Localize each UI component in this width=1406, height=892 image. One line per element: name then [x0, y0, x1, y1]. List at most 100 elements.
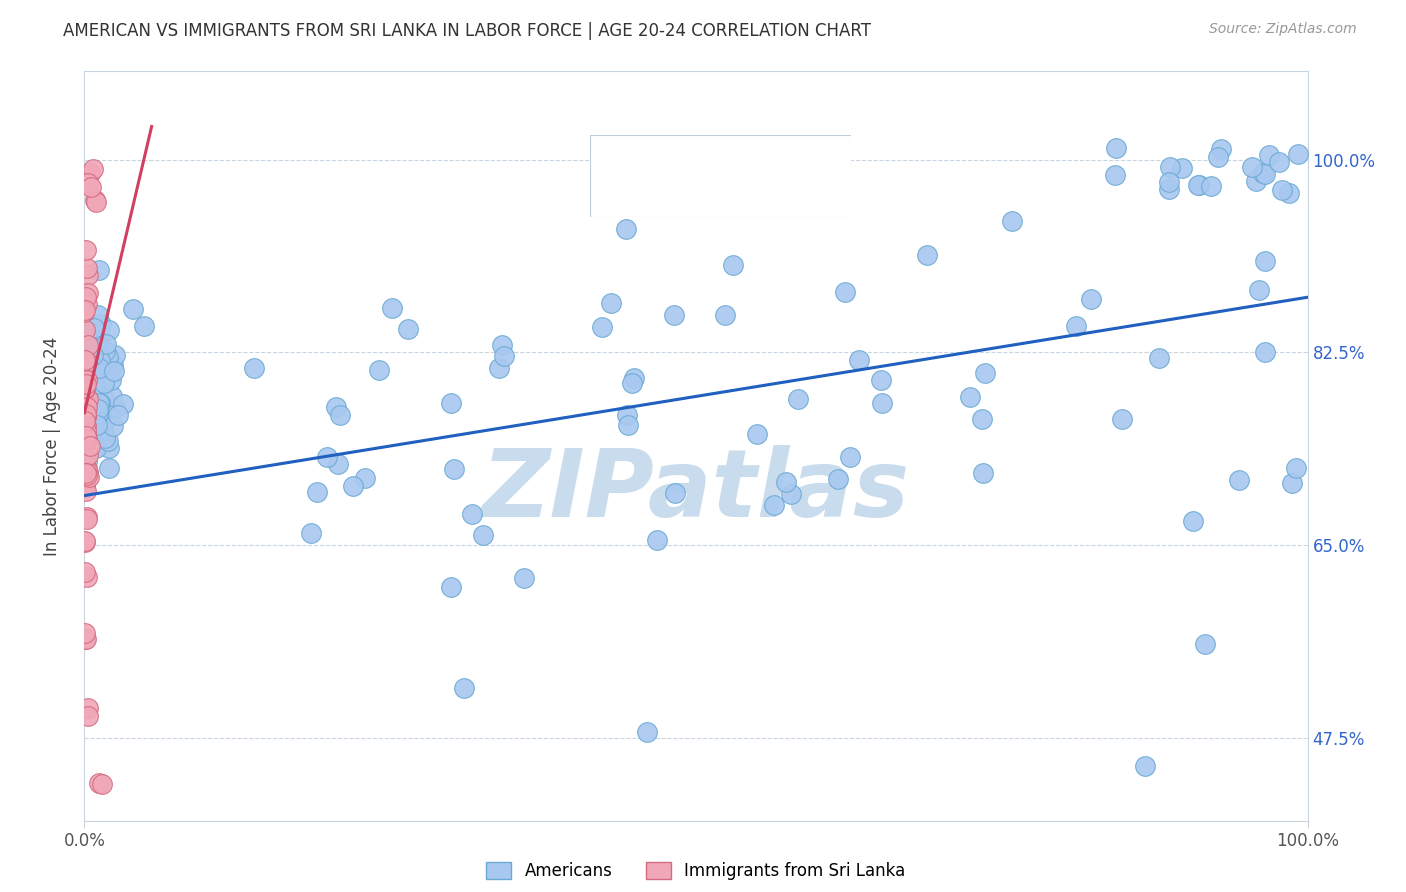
Point — [77, 353, 100, 368]
Point — [779, 487, 801, 501]
Point — [440, 581, 463, 595]
Point — [75, 396, 97, 410]
Point — [75, 334, 97, 348]
Point — [89, 354, 111, 368]
Bar — [600, 181, 637, 209]
Point — [1249, 283, 1271, 297]
Point — [1064, 318, 1087, 333]
Point — [82, 382, 104, 396]
Point — [915, 248, 938, 262]
Point — [75, 243, 97, 257]
Text: N =: N = — [758, 186, 794, 203]
Point — [77, 701, 100, 715]
Point — [974, 366, 997, 380]
Point — [827, 472, 849, 486]
Point — [305, 484, 328, 499]
Point — [73, 566, 96, 580]
Point — [90, 777, 112, 791]
Point — [75, 407, 97, 421]
Point — [83, 360, 105, 375]
Point — [326, 457, 349, 471]
Point — [98, 461, 121, 475]
Text: R =: R = — [647, 186, 683, 203]
Point — [73, 382, 96, 396]
Point — [73, 372, 96, 386]
Point — [75, 376, 97, 391]
Point — [1257, 148, 1279, 162]
Point — [87, 406, 110, 420]
Point — [1268, 154, 1291, 169]
Point — [75, 419, 97, 434]
Point — [1240, 161, 1263, 175]
Point — [75, 402, 97, 417]
Text: AMERICAN VS IMMIGRANTS FROM SRI LANKA IN LABOR FORCE | AGE 20-24 CORRELATION CHA: AMERICAN VS IMMIGRANTS FROM SRI LANKA IN… — [63, 22, 872, 40]
Point — [107, 408, 129, 422]
Point — [87, 402, 110, 417]
Point — [75, 483, 97, 498]
Point — [75, 451, 97, 466]
Point — [87, 776, 110, 790]
Point — [76, 432, 98, 446]
Point — [513, 571, 536, 585]
Point — [959, 390, 981, 404]
Point — [1254, 168, 1277, 182]
Point — [121, 301, 143, 316]
Point — [77, 469, 100, 483]
Point — [75, 632, 97, 647]
Point — [472, 527, 495, 541]
Point — [80, 354, 103, 368]
Point — [96, 361, 118, 376]
Point — [1286, 146, 1309, 161]
Text: N =: N = — [758, 147, 794, 165]
Point — [73, 477, 96, 491]
Point — [82, 161, 104, 176]
Point — [73, 632, 96, 646]
Point — [616, 408, 638, 422]
Point — [1285, 461, 1308, 475]
Point — [76, 297, 98, 311]
Point — [80, 180, 103, 194]
Point — [786, 392, 808, 406]
Point — [599, 296, 621, 310]
Text: 66: 66 — [794, 186, 818, 203]
Point — [1133, 758, 1156, 772]
Point — [1170, 161, 1192, 175]
Point — [1253, 345, 1275, 359]
Point — [1105, 141, 1128, 155]
Point — [73, 381, 96, 395]
Point — [617, 417, 640, 432]
Point — [80, 319, 103, 334]
Point — [1211, 142, 1233, 156]
FancyBboxPatch shape — [591, 135, 852, 217]
Point — [101, 389, 124, 403]
Point — [79, 165, 101, 179]
Point — [103, 419, 125, 434]
Point — [84, 441, 107, 455]
Point — [329, 409, 352, 423]
Point — [76, 509, 98, 524]
Point — [76, 373, 98, 387]
Point — [1159, 175, 1181, 189]
Point — [354, 471, 377, 485]
Point — [453, 681, 475, 696]
Point — [93, 392, 115, 407]
Point — [76, 177, 98, 191]
Point — [1278, 186, 1301, 200]
Point — [76, 708, 98, 723]
Point — [83, 321, 105, 335]
Point — [775, 475, 797, 490]
Point — [870, 374, 893, 388]
Point — [620, 376, 643, 390]
Point — [75, 373, 97, 387]
Point — [84, 376, 107, 391]
Point — [73, 414, 96, 428]
Point — [84, 379, 107, 393]
Point — [80, 394, 103, 409]
Point — [325, 400, 347, 414]
Point — [745, 426, 768, 441]
Point — [75, 429, 97, 443]
Point — [87, 342, 110, 356]
Point — [73, 534, 96, 549]
Point — [1244, 174, 1267, 188]
Point — [93, 425, 115, 439]
